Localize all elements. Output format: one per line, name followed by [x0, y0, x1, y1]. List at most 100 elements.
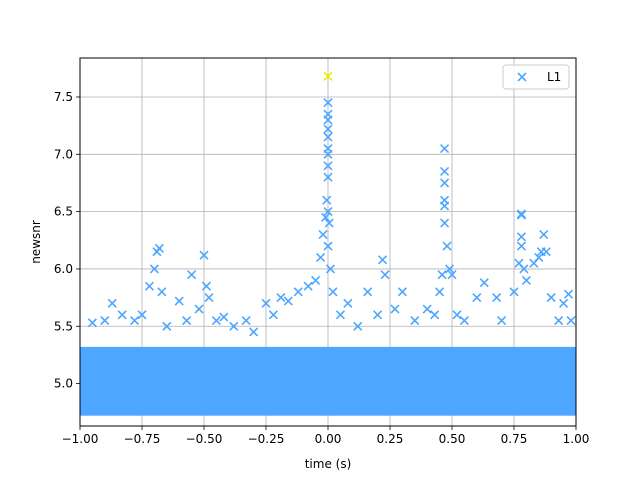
data-point — [162, 321, 172, 331]
marker-stroke — [201, 281, 212, 291]
data-point — [129, 315, 140, 326]
marker-stroke — [517, 72, 527, 82]
marker-stroke — [492, 293, 502, 303]
x-tick-label: 1.00 — [563, 432, 590, 446]
data-point — [323, 98, 333, 108]
marker-stroke — [144, 281, 155, 291]
data-point — [444, 264, 455, 274]
marker-stroke — [249, 327, 259, 337]
series-highlight — [323, 71, 333, 81]
marker-stroke — [268, 310, 279, 320]
data-point — [323, 71, 333, 81]
data-point — [430, 310, 440, 320]
data-point — [182, 315, 192, 326]
data-point — [318, 229, 328, 240]
data-point — [117, 310, 127, 320]
data-point — [410, 315, 420, 326]
data-point — [157, 287, 167, 297]
data-point — [187, 270, 197, 280]
marker-stroke — [377, 255, 388, 265]
data-point — [516, 232, 527, 242]
marker-stroke — [293, 287, 303, 297]
data-point — [541, 247, 551, 257]
marker-stroke — [157, 287, 167, 297]
marker-stroke — [323, 109, 333, 119]
data-point — [107, 298, 117, 308]
y-tick-label: 5.0 — [54, 377, 73, 391]
marker-stroke — [219, 312, 229, 322]
marker-stroke — [100, 315, 110, 326]
data-point — [324, 218, 334, 228]
data-point — [323, 132, 333, 142]
marker-stroke — [439, 218, 450, 228]
data-point — [437, 270, 447, 280]
data-point — [516, 241, 527, 251]
data-point — [204, 293, 214, 303]
data-point — [323, 144, 333, 154]
marker-stroke — [318, 229, 328, 240]
x-tick-label: −0.25 — [248, 432, 285, 446]
data-point — [323, 172, 333, 182]
marker-stroke — [229, 321, 239, 331]
data-point — [472, 293, 482, 303]
marker-stroke — [335, 310, 345, 320]
data-point — [303, 281, 313, 291]
data-point — [283, 296, 293, 306]
data-point — [322, 195, 332, 205]
data-point — [199, 250, 209, 260]
marker-stroke — [521, 275, 531, 285]
data-point — [154, 243, 164, 253]
marker-stroke — [554, 315, 564, 326]
legend: L1 — [502, 64, 570, 90]
data-point — [363, 287, 373, 297]
x-tick-label: −1.00 — [62, 432, 99, 446]
marker-stroke — [373, 310, 383, 320]
data-point — [439, 166, 450, 177]
marker-stroke — [303, 281, 313, 291]
marker-stroke — [199, 250, 209, 260]
data-point — [194, 304, 204, 314]
marker-stroke — [194, 304, 204, 314]
ticks: −1.00 −0.75 −0.50 −0.25 0.00 0.25 0.50 0.75 1.00… — [54, 90, 589, 446]
x-tick-label: 0.00 — [315, 432, 342, 446]
data-point — [516, 209, 527, 219]
legend-marker-x — [517, 72, 527, 82]
marker-stroke — [516, 241, 527, 251]
x-tick-label: 0.50 — [439, 432, 466, 446]
data-point — [323, 241, 333, 251]
marker-stroke — [516, 209, 527, 219]
data-point — [144, 281, 155, 291]
marker-stroke — [343, 298, 353, 308]
marker-stroke — [439, 144, 450, 154]
data-point — [261, 298, 271, 308]
marker-stroke — [509, 287, 519, 297]
series-l1 — [80, 98, 576, 416]
marker-stroke — [137, 310, 147, 320]
data-point — [439, 218, 450, 228]
marker-stroke — [519, 264, 529, 274]
marker-stroke — [497, 315, 507, 326]
marker-stroke — [328, 287, 338, 297]
data-point — [315, 252, 326, 263]
marker-stroke — [323, 207, 333, 217]
y-tick-label: 6.5 — [54, 205, 73, 219]
data-point — [293, 287, 303, 297]
x-tick-label: −0.75 — [124, 432, 161, 446]
data-point — [335, 310, 345, 320]
data-point — [328, 287, 338, 297]
marker-stroke — [323, 132, 333, 142]
data-point — [492, 293, 502, 303]
marker-stroke — [129, 315, 140, 326]
marker-stroke — [117, 310, 127, 320]
marker-stroke — [211, 315, 221, 326]
data-point — [497, 315, 507, 326]
marker-stroke — [442, 241, 452, 251]
marker-stroke — [311, 275, 321, 285]
legend-label: L1 — [547, 70, 561, 84]
marker-stroke — [315, 252, 326, 263]
data-point — [459, 315, 469, 326]
data-point — [534, 252, 544, 263]
data-point — [509, 287, 519, 297]
marker-stroke — [363, 287, 373, 297]
